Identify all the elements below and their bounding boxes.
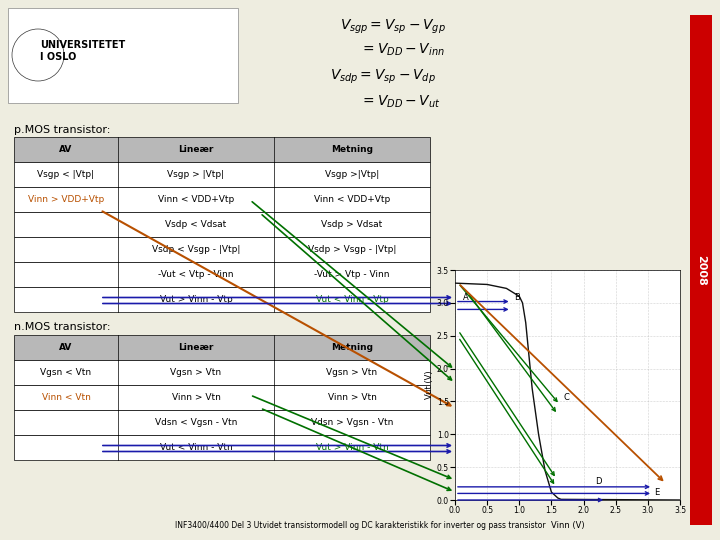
Text: $= V_{DD} - V_{inn}$: $= V_{DD} - V_{inn}$ bbox=[360, 42, 445, 58]
Text: Lineær: Lineær bbox=[179, 145, 214, 154]
Bar bbox=[690, 15, 712, 525]
Text: Vinn < VDD+Vtp: Vinn < VDD+Vtp bbox=[314, 195, 390, 204]
Text: Vgsn > Vtn: Vgsn > Vtn bbox=[326, 368, 377, 377]
Bar bbox=[8, 8, 238, 103]
Text: B: B bbox=[514, 293, 520, 301]
Text: -Vut > Vtp - Vinn: -Vut > Vtp - Vinn bbox=[314, 270, 390, 279]
Text: p.MOS transistor:: p.MOS transistor: bbox=[14, 125, 110, 135]
Text: Vsgp < |Vtp|: Vsgp < |Vtp| bbox=[37, 170, 94, 179]
Bar bbox=[14, 360, 430, 385]
Text: E: E bbox=[654, 488, 660, 497]
Bar bbox=[14, 162, 430, 187]
Circle shape bbox=[12, 29, 64, 81]
Text: Metning: Metning bbox=[331, 343, 373, 352]
Text: Vinn > VDD+Vtp: Vinn > VDD+Vtp bbox=[28, 195, 104, 204]
Bar bbox=[14, 435, 430, 460]
Text: I OSLO: I OSLO bbox=[40, 52, 76, 62]
X-axis label: Vinn (V): Vinn (V) bbox=[551, 521, 585, 530]
Text: Vsdp < Vsgp - |Vtp|: Vsdp < Vsgp - |Vtp| bbox=[152, 245, 240, 254]
Text: Vgsn > Vtn: Vgsn > Vtn bbox=[171, 368, 222, 377]
Bar bbox=[14, 237, 430, 262]
Bar bbox=[14, 262, 430, 287]
Text: AV: AV bbox=[59, 145, 73, 154]
Bar bbox=[14, 385, 430, 410]
Text: Vsdp > Vsgp - |Vtp|: Vsdp > Vsgp - |Vtp| bbox=[308, 245, 396, 254]
Text: Vinn < VDD+Vtp: Vinn < VDD+Vtp bbox=[158, 195, 234, 204]
Text: Vdsn < Vgsn - Vtn: Vdsn < Vgsn - Vtn bbox=[155, 418, 237, 427]
Bar bbox=[14, 410, 430, 435]
Bar bbox=[14, 187, 430, 212]
Text: Vsgp >|Vtp|: Vsgp >|Vtp| bbox=[325, 170, 379, 179]
Text: Vinn < Vtn: Vinn < Vtn bbox=[42, 393, 91, 402]
Text: A: A bbox=[464, 293, 469, 301]
Text: AV: AV bbox=[59, 343, 73, 352]
Bar bbox=[14, 335, 430, 360]
Bar bbox=[14, 212, 430, 237]
Text: 2008: 2008 bbox=[696, 255, 706, 285]
Text: -Vut < Vtp - Vinn: -Vut < Vtp - Vinn bbox=[158, 270, 234, 279]
Y-axis label: Vut (V): Vut (V) bbox=[425, 370, 434, 399]
Text: Vinn > Vtn: Vinn > Vtn bbox=[171, 393, 220, 402]
Text: Vut < Vinn - Vtn: Vut < Vinn - Vtn bbox=[160, 443, 233, 452]
Bar bbox=[14, 287, 430, 312]
Text: UNIVERSITETET: UNIVERSITETET bbox=[40, 40, 125, 50]
Text: Metning: Metning bbox=[331, 145, 373, 154]
Text: INF3400/4400 Del 3 Utvidet transistormodell og DC karakteristikk for inverter og: INF3400/4400 Del 3 Utvidet transistormod… bbox=[175, 521, 545, 530]
Text: n.MOS transistor:: n.MOS transistor: bbox=[14, 322, 110, 332]
Text: Vut > Vinn - Vtp: Vut > Vinn - Vtp bbox=[160, 295, 233, 304]
Text: Vgsn < Vtn: Vgsn < Vtn bbox=[40, 368, 91, 377]
Text: Vsgp > |Vtp|: Vsgp > |Vtp| bbox=[168, 170, 225, 179]
Text: Lineær: Lineær bbox=[179, 343, 214, 352]
Text: Vut > Vinn - Vtn: Vut > Vinn - Vtn bbox=[315, 443, 388, 452]
Text: $V_{sgp} = V_{sp} - V_{gp}$: $V_{sgp} = V_{sp} - V_{gp}$ bbox=[340, 18, 446, 36]
Text: Vut < Vinn - Vtp: Vut < Vinn - Vtp bbox=[315, 295, 388, 304]
Text: Vsdp > Vdsat: Vsdp > Vdsat bbox=[321, 220, 382, 229]
Text: Vsdp < Vdsat: Vsdp < Vdsat bbox=[166, 220, 227, 229]
Text: $V_{sdp} = V_{sp} - V_{dp}$: $V_{sdp} = V_{sp} - V_{dp}$ bbox=[330, 68, 436, 86]
Text: D: D bbox=[595, 477, 602, 485]
Text: Vinn > Vtn: Vinn > Vtn bbox=[328, 393, 377, 402]
Text: C: C bbox=[563, 393, 569, 402]
Bar bbox=[14, 137, 430, 162]
Text: Vdsn > Vgsn - Vtn: Vdsn > Vgsn - Vtn bbox=[311, 418, 393, 427]
Text: $= V_{DD} - V_{ut}$: $= V_{DD} - V_{ut}$ bbox=[360, 94, 441, 110]
